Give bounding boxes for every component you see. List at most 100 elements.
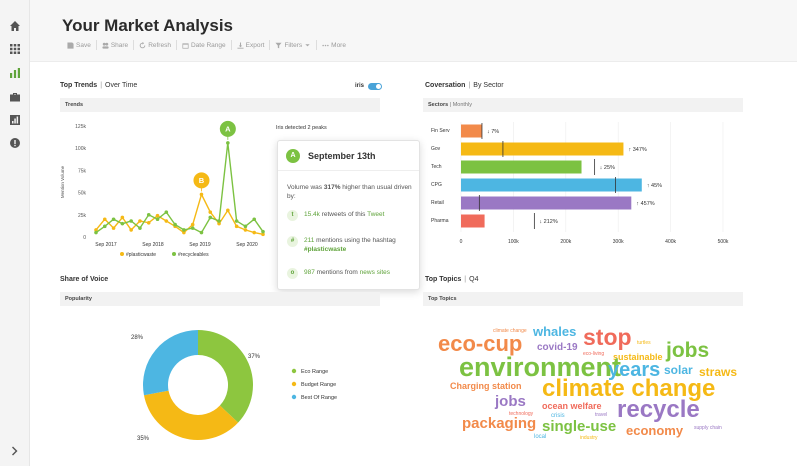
word-turtles[interactable]: turtles [637,340,651,346]
word-sustainable[interactable]: sustainable [613,352,663,362]
bar-gov [461,142,624,156]
word-crisis[interactable]: crisis [551,413,565,419]
data-point [129,228,133,232]
summary-post: higher than usual driven by: [287,184,412,200]
data-point [217,221,221,226]
data-point [190,222,195,227]
filters-button[interactable]: Filters [270,40,318,50]
word-local[interactable]: local [534,434,547,440]
donut-slice-budget-range [143,390,239,440]
word-years[interactable]: years [608,359,661,381]
change-label: ↑ 45% [647,183,662,189]
change-label: ↑ 457% [636,201,654,207]
alert-icon[interactable] [0,132,30,154]
word-packaging[interactable]: packaging [462,415,537,432]
word-travel[interactable]: travel [595,412,608,418]
refresh-button[interactable]: Refresh [134,40,177,50]
word-whales[interactable]: whales [533,324,577,339]
word-straws[interactable]: straws [699,365,738,379]
popover-row-news[interactable]: o 987 mentions from news sites [287,268,415,279]
word-environment[interactable]: environment [459,352,622,382]
word-eco-cup[interactable]: eco-cup [438,331,523,356]
x-tick-label: Sep 2018 [142,242,164,248]
data-point [94,230,98,235]
word-industry[interactable]: industry [580,435,598,441]
data-point [243,228,248,232]
data-point [102,224,107,229]
data-point [111,217,116,222]
bar-fin-serv [461,124,482,138]
more-label: More [331,41,346,49]
word-recycle[interactable]: recycle [617,396,700,423]
data-point [138,226,142,230]
word-jobs-large[interactable]: jobs [666,339,710,362]
x-tick-label: Sep 2020 [236,242,258,248]
x-tick-label: Sep 2017 [95,242,117,248]
top-trends-subtitle: Over Time [105,82,138,89]
legend-label: #recycleables [178,252,209,258]
chevron-right-icon[interactable] [0,440,30,462]
calendar-icon [182,42,189,49]
export-button[interactable]: Export [232,40,271,50]
data-point [190,226,195,230]
word-covid-19[interactable]: covid-19 [537,342,578,353]
briefcase-icon[interactable] [0,86,30,108]
word-supply-chain[interactable]: supply chain [694,425,722,431]
data-point [226,141,230,145]
globe-icon: o [287,268,298,279]
save-button[interactable]: Save [62,40,97,50]
word-economy[interactable]: economy [626,423,684,438]
word-stop[interactable]: stop [583,324,632,350]
data-point [129,219,133,223]
date-range-button[interactable]: Date Range [177,40,232,50]
data-point [94,228,98,232]
data-point [252,230,257,235]
word-climate-change-small[interactable]: climate change [493,328,527,334]
top-topics-subtitle: Q4 [469,276,479,283]
popover-header: A September 13th [278,141,419,171]
home-icon[interactable] [0,15,30,37]
donut-slice-best-of-range [143,330,198,396]
word-eco-living[interactable]: eco-living [583,351,605,357]
save-icon [67,41,74,49]
x-tick-label: 0 [460,239,463,245]
bar-chart-icon[interactable] [0,62,30,84]
iris-toggle[interactable] [368,83,382,90]
hashtag-icon: # [287,236,298,247]
more-button[interactable]: More [317,40,351,50]
legend-swatch [291,394,297,400]
word-jobs[interactable]: jobs [495,393,526,410]
news-sites-link[interactable]: news sites [359,269,391,276]
refresh-icon [139,41,146,48]
header: Your Market Analysis Save Share Refresh … [30,0,797,62]
word-solar[interactable]: solar [664,363,693,377]
popover-row-twitter[interactable]: t 15.4k retweets of this Tweet [287,210,415,221]
x-tick-label: 300k [613,239,624,245]
row-value: 15.4k [304,211,320,218]
share-button[interactable]: Share [97,40,135,50]
word-technology[interactable]: technology [509,411,534,417]
report-icon[interactable] [0,109,30,131]
sector-bar-chart: 0 100k 200k 300k 400k 500k Fin Serv ↓ 7% Gov ↑ 34… [431,122,729,245]
change-label: ↓ 25% [600,165,615,171]
share-icon [102,42,109,49]
data-point [102,217,107,222]
hashtag-link[interactable]: #plasticwaste [304,246,347,253]
popover-row-hashtag[interactable]: # 211 mentions using the hashtag #plasti… [287,236,415,254]
top-topics-panel-label: Top Topics [428,296,457,302]
category-label: Retail [431,200,444,206]
legend-swatch [120,252,124,256]
filter-icon [275,42,283,48]
popover-summary: Volume was 317% higher than usual driven… [287,183,412,201]
legend-label: #plasticwaste [126,252,156,258]
peak-badge: A [286,149,300,163]
word-charging-station[interactable]: Charging station [450,381,522,391]
category-label: Tech [431,164,442,170]
word-ocean-welfare[interactable]: ocean welfare [542,401,602,411]
tweet-link[interactable]: Tweet [367,211,385,218]
apps-grid-icon[interactable] [0,38,30,60]
word-single-use[interactable]: single-use [542,418,617,435]
word-climate-change[interactable]: climate change [542,375,716,402]
summary-pre: Volume was [287,184,324,191]
data-point [261,229,265,234]
